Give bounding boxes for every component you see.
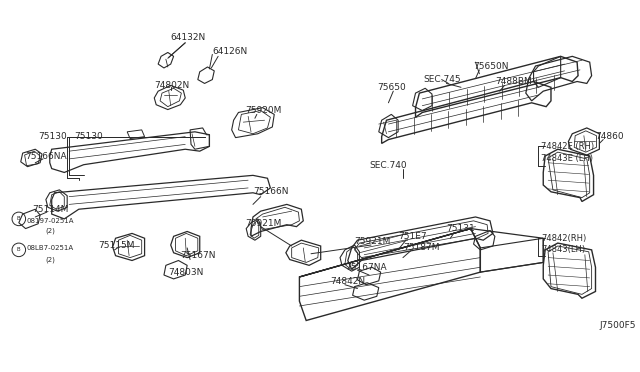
Text: 74803N: 74803N (168, 267, 203, 277)
Text: 08LB7-0251A: 08LB7-0251A (26, 245, 74, 251)
Text: 64132N: 64132N (171, 33, 206, 42)
Text: 75650: 75650 (377, 83, 406, 92)
Text: 75187M: 75187M (403, 243, 440, 253)
Text: B: B (17, 217, 20, 221)
Text: 751E7: 751E7 (398, 232, 427, 241)
Text: 74843(LH): 74843(LH) (541, 246, 586, 254)
Text: SEC.745: SEC.745 (423, 75, 461, 84)
Text: (2): (2) (45, 227, 55, 234)
Text: 75114M: 75114M (33, 205, 68, 214)
Text: 74860: 74860 (595, 132, 624, 141)
Text: B: B (17, 247, 20, 252)
Text: 75167NA: 75167NA (345, 263, 387, 272)
Text: 75650N: 75650N (474, 61, 509, 71)
Text: 75130: 75130 (38, 132, 67, 141)
Text: 08197-0251A: 08197-0251A (26, 218, 74, 224)
Text: 74843E (LH): 74843E (LH) (541, 154, 593, 163)
Text: 75131: 75131 (447, 224, 476, 233)
Text: 75130: 75130 (74, 132, 102, 141)
Text: SEC.740: SEC.740 (369, 161, 406, 170)
Text: 75166NA: 75166NA (26, 151, 67, 160)
Text: 75166N: 75166N (253, 187, 289, 196)
Text: 75921M: 75921M (245, 219, 282, 228)
Text: 75167N: 75167N (180, 251, 216, 260)
Text: J7500F5: J7500F5 (600, 321, 636, 330)
Text: 74802N: 74802N (154, 81, 189, 90)
Text: 7488BM: 7488BM (495, 77, 532, 86)
Text: 64126N: 64126N (212, 47, 248, 56)
Text: 74842N: 74842N (330, 277, 365, 286)
Text: 75921M: 75921M (355, 237, 391, 246)
Text: 75920M: 75920M (245, 106, 282, 115)
Text: 74842(RH): 74842(RH) (541, 234, 586, 243)
Text: (2): (2) (45, 256, 55, 263)
Text: 74842E (RH): 74842E (RH) (541, 142, 595, 151)
Text: 75115M: 75115M (98, 241, 134, 250)
